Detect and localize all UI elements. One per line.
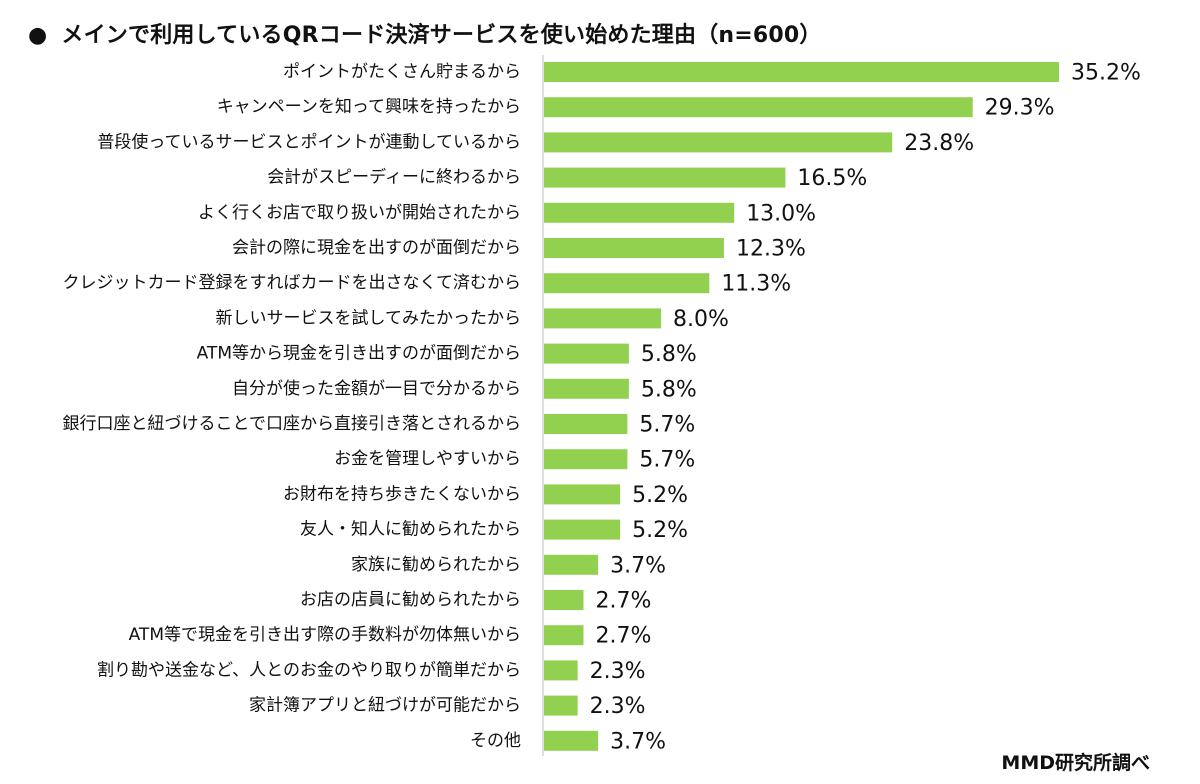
chart-title-text: メインで利用しているQRコード決済サービスを使い始めた理由（n=600）: [61, 23, 822, 48]
bar: [544, 132, 893, 153]
bar: [544, 414, 628, 434]
category-label: 割り勘や送金など、人とのお金のやり取りが簡単だから: [97, 660, 521, 680]
category-label: 普段使っているサービスとポイントが連動しているから: [97, 131, 521, 152]
value-label: 16.5%: [797, 166, 867, 191]
value-label: 2.7%: [596, 624, 652, 649]
category-label: ATM等から現金を引き出すのが面倒だから: [197, 344, 521, 364]
value-label: 5.7%: [639, 448, 695, 473]
bar: [544, 343, 629, 364]
bars-group: [544, 62, 1059, 751]
bar: [544, 273, 710, 294]
value-label: 3.7%: [610, 729, 666, 754]
category-label: 銀行口座と紐づけることで口座から直接引き落とされるから: [63, 414, 522, 434]
category-label: クレジットカード登録をすればカードを出さなくて済むから: [63, 273, 522, 293]
bar: [544, 378, 629, 399]
category-label: 新しいサービスを試してみたかったから: [216, 308, 522, 328]
category-label: その他: [470, 731, 521, 751]
bar: [544, 625, 584, 646]
value-label: 3.7%: [610, 553, 666, 578]
value-label: 5.8%: [641, 342, 697, 367]
value-label: 5.7%: [639, 413, 695, 438]
value-label: 12.3%: [736, 237, 806, 262]
value-label: 29.3%: [985, 96, 1055, 121]
bar: [544, 730, 599, 751]
category-label: お財布を持ち歩きたくないから: [283, 484, 521, 504]
category-labels-group: ポイントがたくさん貯まるからキャンペーンを知って興味を持ったから普段使っているサ…: [63, 62, 522, 751]
bar: [544, 590, 584, 610]
value-label: 5.2%: [632, 518, 688, 543]
source-credit: MMD研究所調べ: [1001, 752, 1150, 774]
category-label: 友人・知人に勧められたから: [300, 520, 521, 540]
category-label: 会計がスピーディーに終わるから: [267, 167, 521, 188]
value-label: 35.2%: [1071, 61, 1141, 86]
category-label: キャンペーンを知って興味を持ったから: [217, 97, 521, 117]
bar: [544, 519, 621, 540]
value-label: 5.8%: [641, 377, 697, 402]
bar: [544, 660, 578, 681]
category-label: お店の店員に勧められたから: [300, 590, 521, 610]
value-label: 2.3%: [590, 694, 646, 719]
bar: [544, 202, 735, 223]
category-label: 会計の際に現金を出すのが面倒だから: [232, 238, 521, 258]
category-label: お金を管理しやすいから: [334, 449, 521, 469]
value-label: 2.7%: [596, 589, 652, 614]
bar: [544, 554, 599, 575]
value-label: 8.0%: [673, 307, 729, 332]
value-label: 11.3%: [721, 272, 791, 297]
bar: [544, 97, 973, 118]
value-label: 23.8%: [904, 131, 974, 156]
category-label: 家族に勧められたから: [351, 555, 521, 575]
bar: [544, 484, 621, 505]
bar: [544, 449, 628, 470]
bar: [544, 695, 578, 716]
bar: [544, 167, 786, 188]
chart-title: ● メインで利用しているQRコード決済サービスを使い始めた理由（n=600）: [28, 20, 822, 52]
category-label: 家計簿アプリと紐づけが可能だから: [249, 696, 521, 716]
bar: [544, 308, 662, 329]
value-label: 5.2%: [632, 483, 688, 508]
value-labels-group: 35.2% 29.3% 23.8% 16.5% 13.0% 12.3% 11.3% 8.0% 5…: [590, 61, 1141, 755]
category-label: ATM等で現金を引き出す際の手数料が勿体無いから: [129, 625, 521, 645]
value-label: 13.0%: [746, 201, 816, 226]
bar: [544, 62, 1059, 82]
category-label: 自分が使った金額が一目で分かるから: [232, 378, 521, 399]
category-label: よく行くお店で取り扱いが開始されたから: [198, 203, 521, 223]
value-label: 2.3%: [590, 659, 646, 684]
category-label: ポイントがたくさん貯まるから: [283, 62, 521, 82]
title-bullet-icon: ●: [28, 23, 48, 48]
bar: [544, 238, 724, 258]
